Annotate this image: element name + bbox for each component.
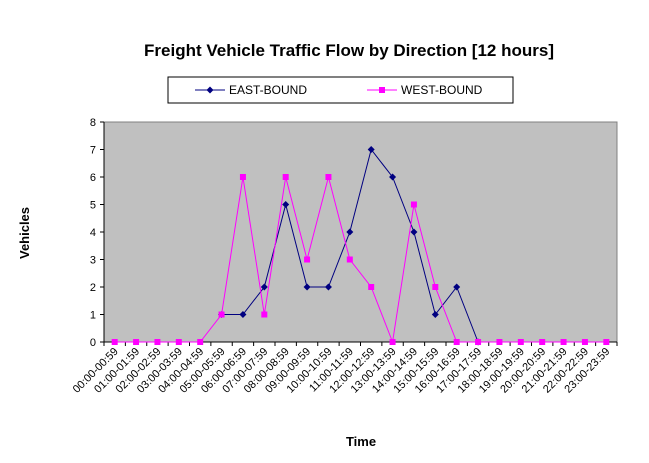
- y-tick-label: 0: [90, 337, 96, 349]
- y-tick-label: 2: [90, 282, 96, 294]
- data-point-west-bound: [539, 339, 546, 345]
- data-point-west-bound: [111, 339, 118, 345]
- data-point-west-bound: [239, 174, 246, 180]
- data-point-west-bound: [496, 339, 503, 345]
- data-point-west-bound: [154, 339, 161, 345]
- legend: EAST-BOUND WEST-BOUND: [167, 76, 514, 104]
- data-point-west-bound: [304, 256, 311, 263]
- y-tick-label: 8: [90, 117, 96, 129]
- legend-marker-west-bound: [379, 87, 385, 93]
- data-point-west-bound: [368, 284, 375, 290]
- data-point-west-bound: [517, 339, 524, 345]
- data-point-east-bound: [346, 228, 354, 236]
- legend-label-east-bound: EAST-BOUND: [229, 83, 307, 97]
- y-axis-title: Vehicles: [17, 207, 32, 259]
- data-point-west-bound: [325, 174, 332, 180]
- legend-box: [167, 76, 514, 104]
- data-point-west-bound: [261, 311, 268, 318]
- data-point-west-bound: [410, 201, 417, 208]
- data-point-east-bound: [431, 311, 439, 318]
- y-tick-label: 7: [90, 145, 96, 157]
- legend-label-west-bound: WEST-BOUND: [401, 83, 483, 97]
- legend-item-west-bound: WEST-BOUND: [367, 83, 483, 97]
- data-point-west-bound: [560, 339, 567, 345]
- data-point-east-bound: [324, 283, 332, 291]
- y-tick-label: 1: [90, 310, 96, 322]
- data-point-east-bound: [239, 311, 247, 318]
- data-point-west-bound: [581, 339, 588, 345]
- data-point-west-bound: [453, 339, 460, 345]
- y-tick-label: 4: [90, 227, 96, 239]
- data-point-west-bound: [475, 339, 482, 345]
- data-point-west-bound: [175, 339, 182, 345]
- y-tick-label: 5: [90, 200, 96, 212]
- data-point-east-bound: [367, 146, 375, 153]
- data-point-west-bound: [603, 339, 610, 345]
- y-tick-label: 3: [90, 255, 96, 267]
- data-point-west-bound: [218, 311, 225, 318]
- data-point-east-bound: [389, 173, 397, 181]
- series-line-west-bound: [114, 175, 607, 344]
- y-tick-label: 6: [90, 172, 96, 184]
- legend-item-east-bound: EAST-BOUND: [195, 83, 307, 97]
- data-point-west-bound: [432, 284, 439, 290]
- x-axis-title: Time: [346, 434, 376, 449]
- data-point-east-bound: [453, 283, 461, 291]
- data-point-west-bound: [346, 256, 353, 263]
- legend-marker-east-bound: [206, 86, 214, 94]
- data-point-west-bound: [133, 339, 140, 345]
- data-point-east-bound: [303, 283, 311, 291]
- chart-title: Freight Vehicle Traffic Flow by Directio…: [144, 41, 554, 60]
- series-west-bound: [111, 174, 610, 345]
- data-point-west-bound: [197, 339, 204, 345]
- plot-area: [103, 121, 618, 343]
- data-point-west-bound: [282, 174, 289, 180]
- data-point-east-bound: [282, 201, 290, 208]
- data-point-east-bound: [260, 283, 268, 291]
- data-point-west-bound: [389, 339, 396, 345]
- data-point-east-bound: [410, 228, 418, 236]
